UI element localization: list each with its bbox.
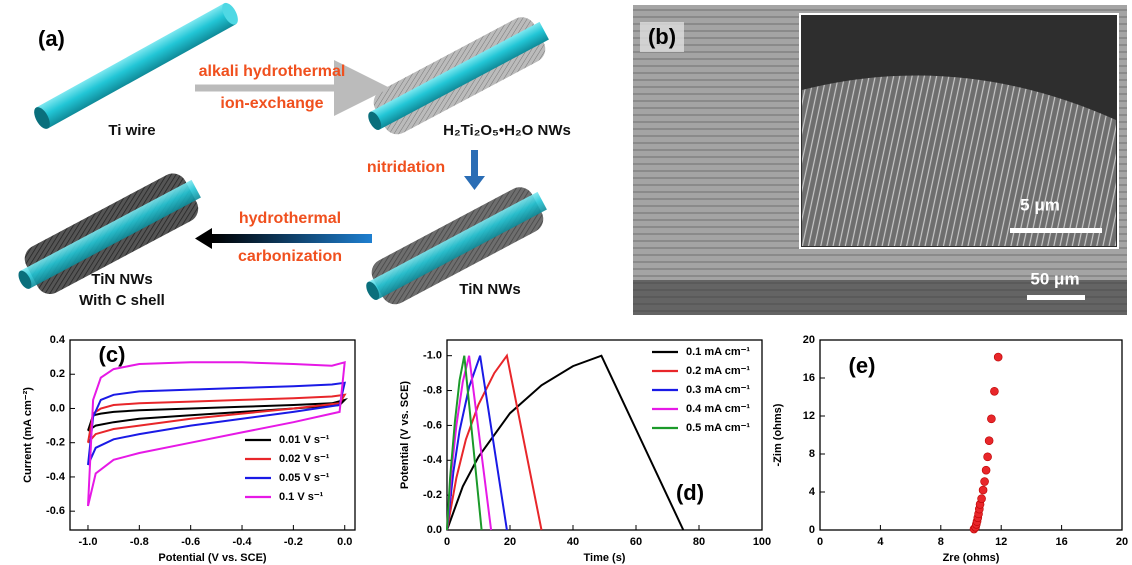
schematic: (a) Ti wire alkali hydrothermal ion-exch… <box>8 0 571 314</box>
scale-label: 50 μm <box>1030 269 1079 288</box>
legend-label: 0.01 V s⁻¹ <box>279 434 330 446</box>
series-line <box>447 356 683 530</box>
x-tick-label: 60 <box>630 536 642 548</box>
arrow <box>464 176 485 190</box>
x-tick-label: -0.6 <box>181 536 200 548</box>
point <box>982 466 990 474</box>
point <box>981 478 989 486</box>
legend-label: 0.1 V s⁻¹ <box>279 491 324 503</box>
y-tick-label: 4 <box>809 486 816 498</box>
y-axis-label: Potential (V vs. SCE) <box>399 381 411 490</box>
panel-label: (a) <box>38 26 65 51</box>
x-tick-label: -1.0 <box>78 536 97 548</box>
x-tick-label: 100 <box>753 536 771 548</box>
panel-label: (e) <box>849 353 876 378</box>
x-tick-label: 8 <box>938 536 944 548</box>
step: carbonization <box>238 248 342 265</box>
step: ion-exchange <box>220 95 323 112</box>
figure: (a) Ti wire alkali hydrothermal ion-exch… <box>0 0 1132 565</box>
y-tick-label: -0.4 <box>46 471 66 483</box>
x-axis-label: Time (s) <box>584 552 626 564</box>
x-tick-label: 20 <box>1116 536 1128 548</box>
x-tick-label: 20 <box>504 536 516 548</box>
x-tick-label: 0 <box>444 536 450 548</box>
y-tick-label: 0.0 <box>50 402 65 414</box>
y-tick-label: -1.0 <box>423 350 442 362</box>
tin-wire <box>357 179 553 314</box>
point <box>994 353 1002 361</box>
label: TiN NWs <box>459 281 520 298</box>
label: Ti wire <box>108 122 155 139</box>
scale-bar <box>1010 228 1102 233</box>
point <box>987 415 995 423</box>
x-axis-label: Zre (ohms) <box>943 552 1000 564</box>
x-tick-label: 80 <box>693 536 705 548</box>
panel-label: (b) <box>648 24 676 49</box>
x-tick-label: -0.2 <box>284 536 303 548</box>
x-tick-label: 16 <box>1055 536 1067 548</box>
x-tick-label: 0 <box>817 536 823 548</box>
sem-image: (b) 5 μm 50 μm <box>633 5 1127 315</box>
point <box>990 387 998 395</box>
legend-label: 0.05 V s⁻¹ <box>279 472 330 484</box>
label: With C shell <box>79 292 165 309</box>
y-tick-label: 20 <box>803 334 815 346</box>
y-tick-label: -0.6 <box>46 505 65 517</box>
step: hydrothermal <box>239 210 341 227</box>
step: nitridation <box>367 159 445 176</box>
y-tick-label: 0.4 <box>50 334 66 346</box>
panel-label: (d) <box>676 480 704 505</box>
y-axis-label: -Zim (ohms) <box>772 403 784 466</box>
step: alkali hydrothermal <box>199 63 346 80</box>
y-tick-label: -0.2 <box>46 437 65 449</box>
legend-label: 0.3 mA cm⁻¹ <box>686 384 750 396</box>
y-tick-label: -0.2 <box>423 489 442 501</box>
point <box>985 437 993 445</box>
x-axis-label: Potential (V vs. SCE) <box>158 552 267 564</box>
x-tick-label: -0.8 <box>130 536 149 548</box>
y-tick-label: 16 <box>803 372 815 384</box>
x-tick-label: 4 <box>877 536 884 548</box>
y-tick-label: 0 <box>809 524 815 536</box>
arrow <box>471 150 478 176</box>
legend-label: 0.2 mA cm⁻¹ <box>686 365 750 377</box>
x-tick-label: 40 <box>567 536 579 548</box>
scale-bar <box>1027 295 1085 300</box>
y-tick-label: 8 <box>809 448 815 460</box>
panel-label: (c) <box>99 342 126 367</box>
x-tick-label: 0.0 <box>337 536 352 548</box>
scale-label: 5 μm <box>1020 195 1060 214</box>
y-tick-label: 0.0 <box>427 524 442 536</box>
arrow <box>195 228 212 249</box>
y-tick-label: -0.6 <box>423 419 442 431</box>
arrow <box>212 234 372 243</box>
label: H₂Ti₂O₅•H₂O NWs <box>443 122 571 139</box>
y-axis-label: Current (mA cm⁻²) <box>22 387 34 483</box>
y-tick-label: 12 <box>803 410 815 422</box>
x-tick-label: -0.4 <box>233 536 253 548</box>
label: TiN NWs <box>91 271 152 288</box>
y-tick-label: -0.8 <box>423 384 442 396</box>
legend-label: 0.4 mA cm⁻¹ <box>686 403 750 415</box>
legend-label: 0.1 mA cm⁻¹ <box>686 346 750 358</box>
y-tick-label: -0.4 <box>423 454 443 466</box>
point <box>978 495 986 503</box>
point <box>979 486 987 494</box>
legend-label: 0.02 V s⁻¹ <box>279 453 330 465</box>
y-tick-label: 0.2 <box>50 368 65 380</box>
legend-label: 0.5 mA cm⁻¹ <box>686 422 750 434</box>
point <box>984 453 992 461</box>
x-tick-label: 12 <box>995 536 1007 548</box>
